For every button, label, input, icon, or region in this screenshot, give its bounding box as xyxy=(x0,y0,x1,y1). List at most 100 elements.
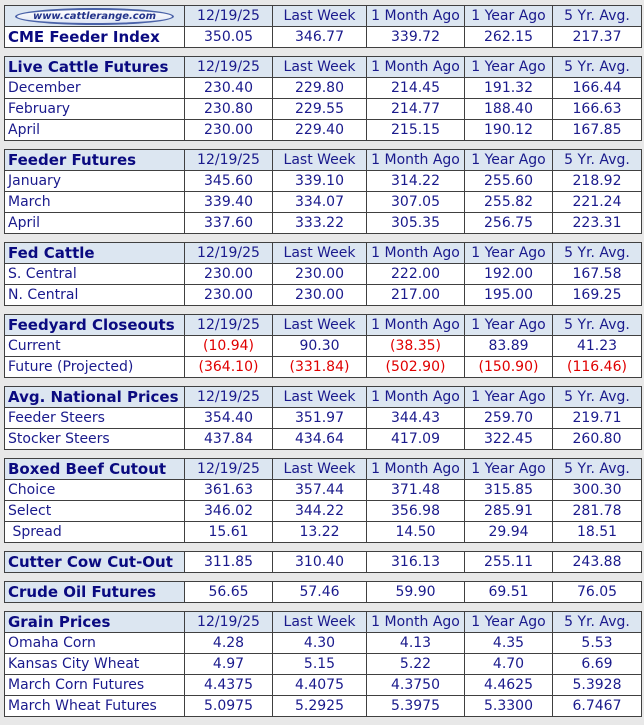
column-header: 1 Month Ago xyxy=(366,242,465,264)
value-cell: 311.85 xyxy=(184,551,273,573)
column-header: Last Week xyxy=(272,386,367,408)
section-table: Grain Prices 12/19/25 Last Week 1 Month Ago… xyxy=(4,611,642,717)
value-cell: 334.07 xyxy=(272,191,367,213)
section-header: Boxed Beef Cutout 12/19/25 Last Week 1 Mont… xyxy=(4,458,642,480)
value-cell: 434.64 xyxy=(272,428,367,450)
value-cell: 310.40 xyxy=(272,551,367,573)
section-header: Avg. National Prices 12/19/25 Last Week 1 M… xyxy=(4,386,642,408)
section-title: Boxed Beef Cutout xyxy=(4,458,185,480)
value-cell: 4.35 xyxy=(464,632,553,654)
value-cell: 262.15 xyxy=(464,26,553,48)
value-cell: 13.22 xyxy=(272,521,367,543)
column-header: 1 Year Ago xyxy=(464,458,553,480)
column-header: 1 Year Ago xyxy=(464,314,553,336)
value-cell: 41.23 xyxy=(552,335,642,357)
section-table: Boxed Beef Cutout 12/19/25 Last Week 1 Mont… xyxy=(4,458,642,543)
row-label: N. Central xyxy=(4,284,185,306)
section-title: Grain Prices xyxy=(4,611,185,633)
value-cell: 437.84 xyxy=(184,428,273,450)
value-cell: 4.30 xyxy=(272,632,367,654)
section-header: Feeder Futures 12/19/25 Last Week 1 Month A… xyxy=(4,149,642,171)
value-cell: 361.63 xyxy=(184,479,273,501)
value-cell: (10.94) xyxy=(184,335,273,357)
value-cell: 315.85 xyxy=(464,479,553,501)
column-header: 1 Month Ago xyxy=(366,149,465,171)
value-cell: 417.09 xyxy=(366,428,465,450)
value-cell: 344.43 xyxy=(366,407,465,429)
cattlerange-logo[interactable]: www.cattlerange.com xyxy=(14,8,175,25)
value-cell: 192.00 xyxy=(464,263,553,285)
value-cell: 229.55 xyxy=(272,98,367,120)
column-header: 12/19/25 xyxy=(184,458,273,480)
column-header: 1 Month Ago xyxy=(366,56,465,78)
market-prices-table: www.cattlerange.com 12/19/25 Last Week 1 Mo… xyxy=(4,5,642,725)
value-cell: 314.22 xyxy=(366,170,465,192)
table-row: Current (10.94) 90.30 (38.35) 83.89 41.23 xyxy=(4,335,642,357)
value-cell: 29.94 xyxy=(464,521,553,543)
column-header: 5 Yr. Avg. xyxy=(552,242,642,264)
row-label: Omaha Corn xyxy=(4,632,185,654)
value-cell: 354.40 xyxy=(184,407,273,429)
value-cell: 57.46 xyxy=(272,581,367,603)
value-cell: 230.00 xyxy=(184,284,273,306)
value-cell: 215.15 xyxy=(366,119,465,141)
value-cell: 83.89 xyxy=(464,335,553,357)
row-label: Feeder Steers xyxy=(4,407,185,429)
value-cell: 229.80 xyxy=(272,77,367,99)
value-cell: 90.30 xyxy=(272,335,367,357)
row-label: S. Central xyxy=(4,263,185,285)
table-row: February 230.80 229.55 214.77 188.40 166.63 xyxy=(4,98,642,120)
value-cell: 5.15 xyxy=(272,653,367,675)
section-table: Cutter Cow Cut-Out 311.85 310.40 316.13 255.… xyxy=(4,551,642,573)
column-header: 12/19/25 xyxy=(184,386,273,408)
column-header: 5 Yr. Avg. xyxy=(552,56,642,78)
value-cell: 5.3300 xyxy=(464,695,553,717)
table-row: Choice 361.63 357.44 371.48 315.85 300.30 xyxy=(4,479,642,501)
table-row: March Corn Futures 4.4375 4.4075 4.3750 4.46… xyxy=(4,674,642,696)
column-header: 1 Month Ago xyxy=(366,5,465,27)
value-cell: 166.44 xyxy=(552,77,642,99)
table-row: April 230.00 229.40 215.15 190.12 167.85 xyxy=(4,119,642,141)
row-label: Future (Projected) xyxy=(4,356,185,378)
value-cell: 322.45 xyxy=(464,428,553,450)
table-row: March 339.40 334.07 307.05 255.82 221.24 xyxy=(4,191,642,213)
value-cell: 56.65 xyxy=(184,581,273,603)
column-header: 12/19/25 xyxy=(184,242,273,264)
value-cell: 223.31 xyxy=(552,212,642,234)
table-row: Future (Projected) (364.10) (331.84) (502.9… xyxy=(4,356,642,378)
row-label: Stocker Steers xyxy=(4,428,185,450)
value-cell: 76.05 xyxy=(552,581,642,603)
value-cell: 350.05 xyxy=(184,26,273,48)
value-cell: 307.05 xyxy=(366,191,465,213)
column-header: Last Week xyxy=(272,149,367,171)
column-header: 1 Month Ago xyxy=(366,458,465,480)
column-header: 1 Year Ago xyxy=(464,242,553,264)
section-header: Live Cattle Futures 12/19/25 Last Week 1 Mo… xyxy=(4,56,642,78)
value-cell: 356.98 xyxy=(366,500,465,522)
value-cell: 218.92 xyxy=(552,170,642,192)
value-cell: 260.80 xyxy=(552,428,642,450)
value-cell: 339.40 xyxy=(184,191,273,213)
row-label: January xyxy=(4,170,185,192)
value-cell: 281.78 xyxy=(552,500,642,522)
column-header: Last Week xyxy=(272,611,367,633)
table-row: April 337.60 333.22 305.35 256.75 223.31 xyxy=(4,212,642,234)
column-header: 12/19/25 xyxy=(184,611,273,633)
value-cell: (364.10) xyxy=(184,356,273,378)
row-label: Select xyxy=(4,500,185,522)
value-cell: 230.40 xyxy=(184,77,273,99)
section-title: Feedyard Closeouts xyxy=(4,314,185,336)
table-row: Stocker Steers 437.84 434.64 417.09 322.45 26… xyxy=(4,428,642,450)
value-cell: 5.22 xyxy=(366,653,465,675)
column-header: 1 Month Ago xyxy=(366,386,465,408)
column-header: 1 Year Ago xyxy=(464,149,553,171)
column-header: 1 Month Ago xyxy=(366,611,465,633)
value-cell: (150.90) xyxy=(464,356,553,378)
column-header: 5 Yr. Avg. xyxy=(552,611,642,633)
value-cell: 339.10 xyxy=(272,170,367,192)
value-cell: 230.00 xyxy=(272,284,367,306)
value-cell: 188.40 xyxy=(464,98,553,120)
row-label: CME Feeder Index xyxy=(4,26,185,48)
row-label: April xyxy=(4,212,185,234)
value-cell: 6.69 xyxy=(552,653,642,675)
